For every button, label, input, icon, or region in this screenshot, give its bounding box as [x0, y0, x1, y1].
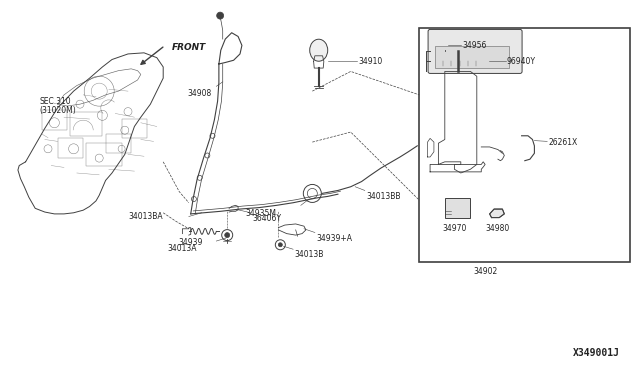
Circle shape — [225, 232, 230, 238]
Text: FRONT: FRONT — [172, 43, 206, 52]
Text: 34908: 34908 — [187, 89, 211, 97]
Polygon shape — [490, 209, 504, 218]
Ellipse shape — [442, 44, 447, 47]
Bar — [445, 198, 470, 218]
Text: 34956: 34956 — [462, 41, 486, 50]
Text: 34013B: 34013B — [294, 250, 324, 259]
Ellipse shape — [310, 39, 328, 61]
Text: 34902: 34902 — [473, 267, 497, 276]
Bar — [122, 119, 147, 138]
Circle shape — [217, 12, 223, 19]
Text: X349001J: X349001J — [573, 348, 620, 358]
Text: SEC.310: SEC.310 — [40, 97, 71, 106]
Text: 34013BB: 34013BB — [366, 192, 401, 201]
Text: 96940Y: 96940Y — [507, 57, 536, 66]
Text: 34970: 34970 — [442, 224, 467, 233]
Circle shape — [278, 243, 282, 247]
Ellipse shape — [440, 42, 450, 49]
Bar — [42, 110, 67, 130]
Text: 36406Y: 36406Y — [252, 214, 281, 223]
Text: 34013BA: 34013BA — [129, 212, 163, 221]
Bar — [419, 28, 630, 262]
Text: 34910: 34910 — [358, 57, 383, 66]
Text: (31020M): (31020M) — [40, 106, 76, 115]
Text: 34939+A: 34939+A — [316, 234, 352, 243]
Bar — [435, 46, 509, 68]
Text: 34935M: 34935M — [246, 209, 276, 218]
FancyBboxPatch shape — [428, 29, 522, 73]
Bar — [70, 112, 102, 136]
Text: 34980: 34980 — [486, 224, 510, 233]
Bar — [58, 138, 83, 158]
Text: 34013A: 34013A — [168, 244, 197, 253]
Bar — [86, 143, 122, 166]
Bar — [106, 134, 131, 153]
Text: 26261X: 26261X — [548, 138, 578, 147]
Text: 34939: 34939 — [178, 238, 202, 247]
